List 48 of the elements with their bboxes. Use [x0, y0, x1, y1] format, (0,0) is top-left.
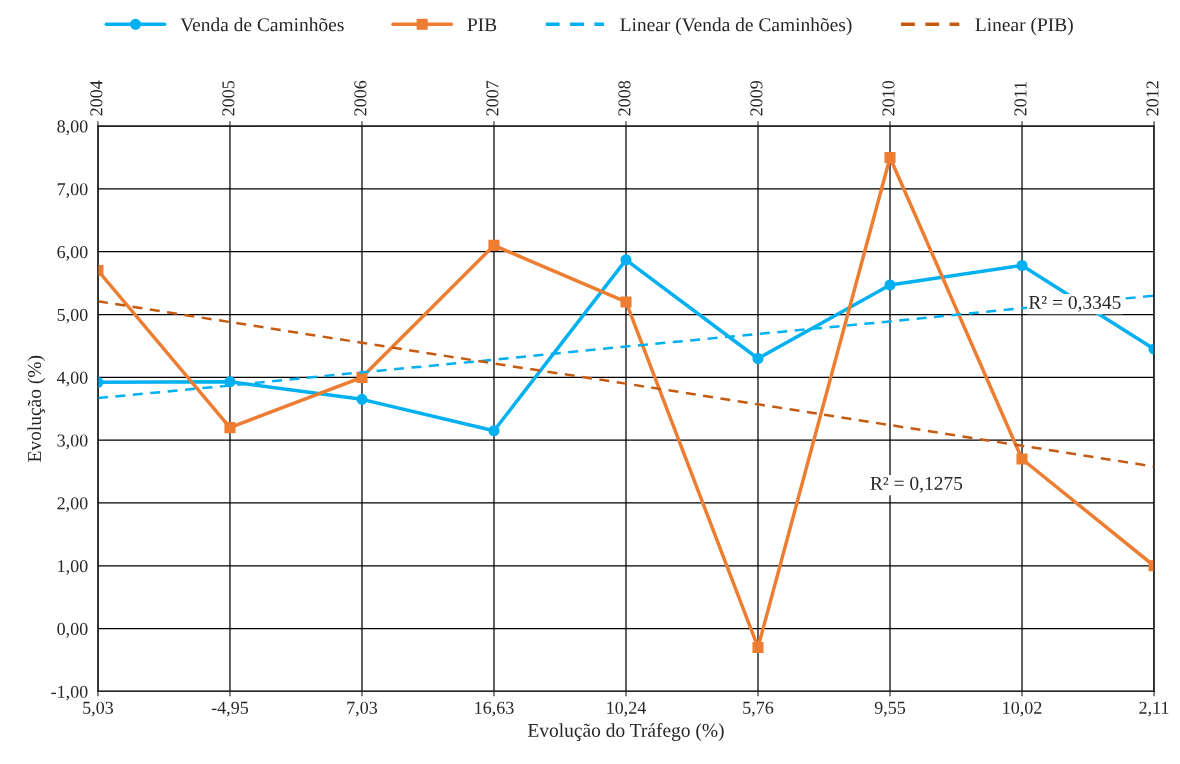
point [620, 296, 632, 308]
point [884, 279, 896, 291]
x2-tick-label: 2009 [750, 80, 763, 116]
y-tick-label: 7,00 [57, 183, 88, 198]
annotation: R² = 0,1275 [870, 476, 963, 493]
x-tick-label: 5,03 [83, 701, 114, 717]
legend-label: Linear (Venda de Caminhões) [620, 17, 852, 36]
point [752, 641, 764, 654]
y-tick-label: 0,00 [57, 622, 88, 638]
point [752, 352, 764, 365]
x2-tick-label: 2008 [618, 80, 631, 116]
x-tick-label: -4,95 [211, 701, 249, 717]
x-tick-label: 9,55 [874, 701, 906, 717]
x-tick-label: 5,76 [743, 701, 774, 717]
point [620, 254, 632, 266]
x2-tick-label: 2010 [882, 80, 895, 116]
y-tick-label: 8,00 [57, 120, 88, 136]
annotation: R² = 0,3345 [1028, 295, 1121, 312]
x2-tick-label: 2012 [1146, 81, 1159, 116]
point [488, 239, 500, 251]
x2-tick-label: 2004 [90, 80, 103, 116]
x-tick-label: 7,03 [347, 701, 378, 717]
x2-tick-label: 2005 [222, 80, 235, 116]
x2-tick-label: 2007 [486, 80, 499, 116]
y-tick-label: -1,00 [51, 685, 88, 701]
x-tick-label: 10,24 [607, 701, 647, 717]
point [224, 422, 236, 434]
x2-tick-label: 2011 [1014, 81, 1027, 116]
legend-label: PIB [467, 18, 497, 32]
x-axis-title: Evolução do Tráfego (%) [527, 723, 724, 741]
point [1016, 453, 1028, 465]
legend-label: Linear (PIB) [975, 17, 1073, 36]
point [884, 151, 896, 164]
y-tick-label: 1,00 [58, 560, 88, 575]
legend-label: Venda de Caminhões [180, 17, 344, 32]
x-tick-label: 2,11 [1139, 701, 1169, 717]
point [356, 393, 368, 405]
point [1016, 259, 1028, 272]
x-tick-label: 10,02 [1003, 701, 1042, 717]
y-axis-title: Evolução (%) [27, 355, 46, 462]
y-tick-label: 5,00 [57, 308, 88, 324]
y-tick-label: 6,00 [57, 245, 88, 261]
x-tick-label: 16,63 [475, 701, 514, 717]
y-tick-label: 2,00 [57, 497, 88, 513]
x2-tick-label: 2006 [354, 80, 367, 116]
y-tick-label: 3,00 [57, 434, 88, 450]
point [488, 425, 500, 437]
y-tick-label: 4,00 [56, 371, 88, 387]
